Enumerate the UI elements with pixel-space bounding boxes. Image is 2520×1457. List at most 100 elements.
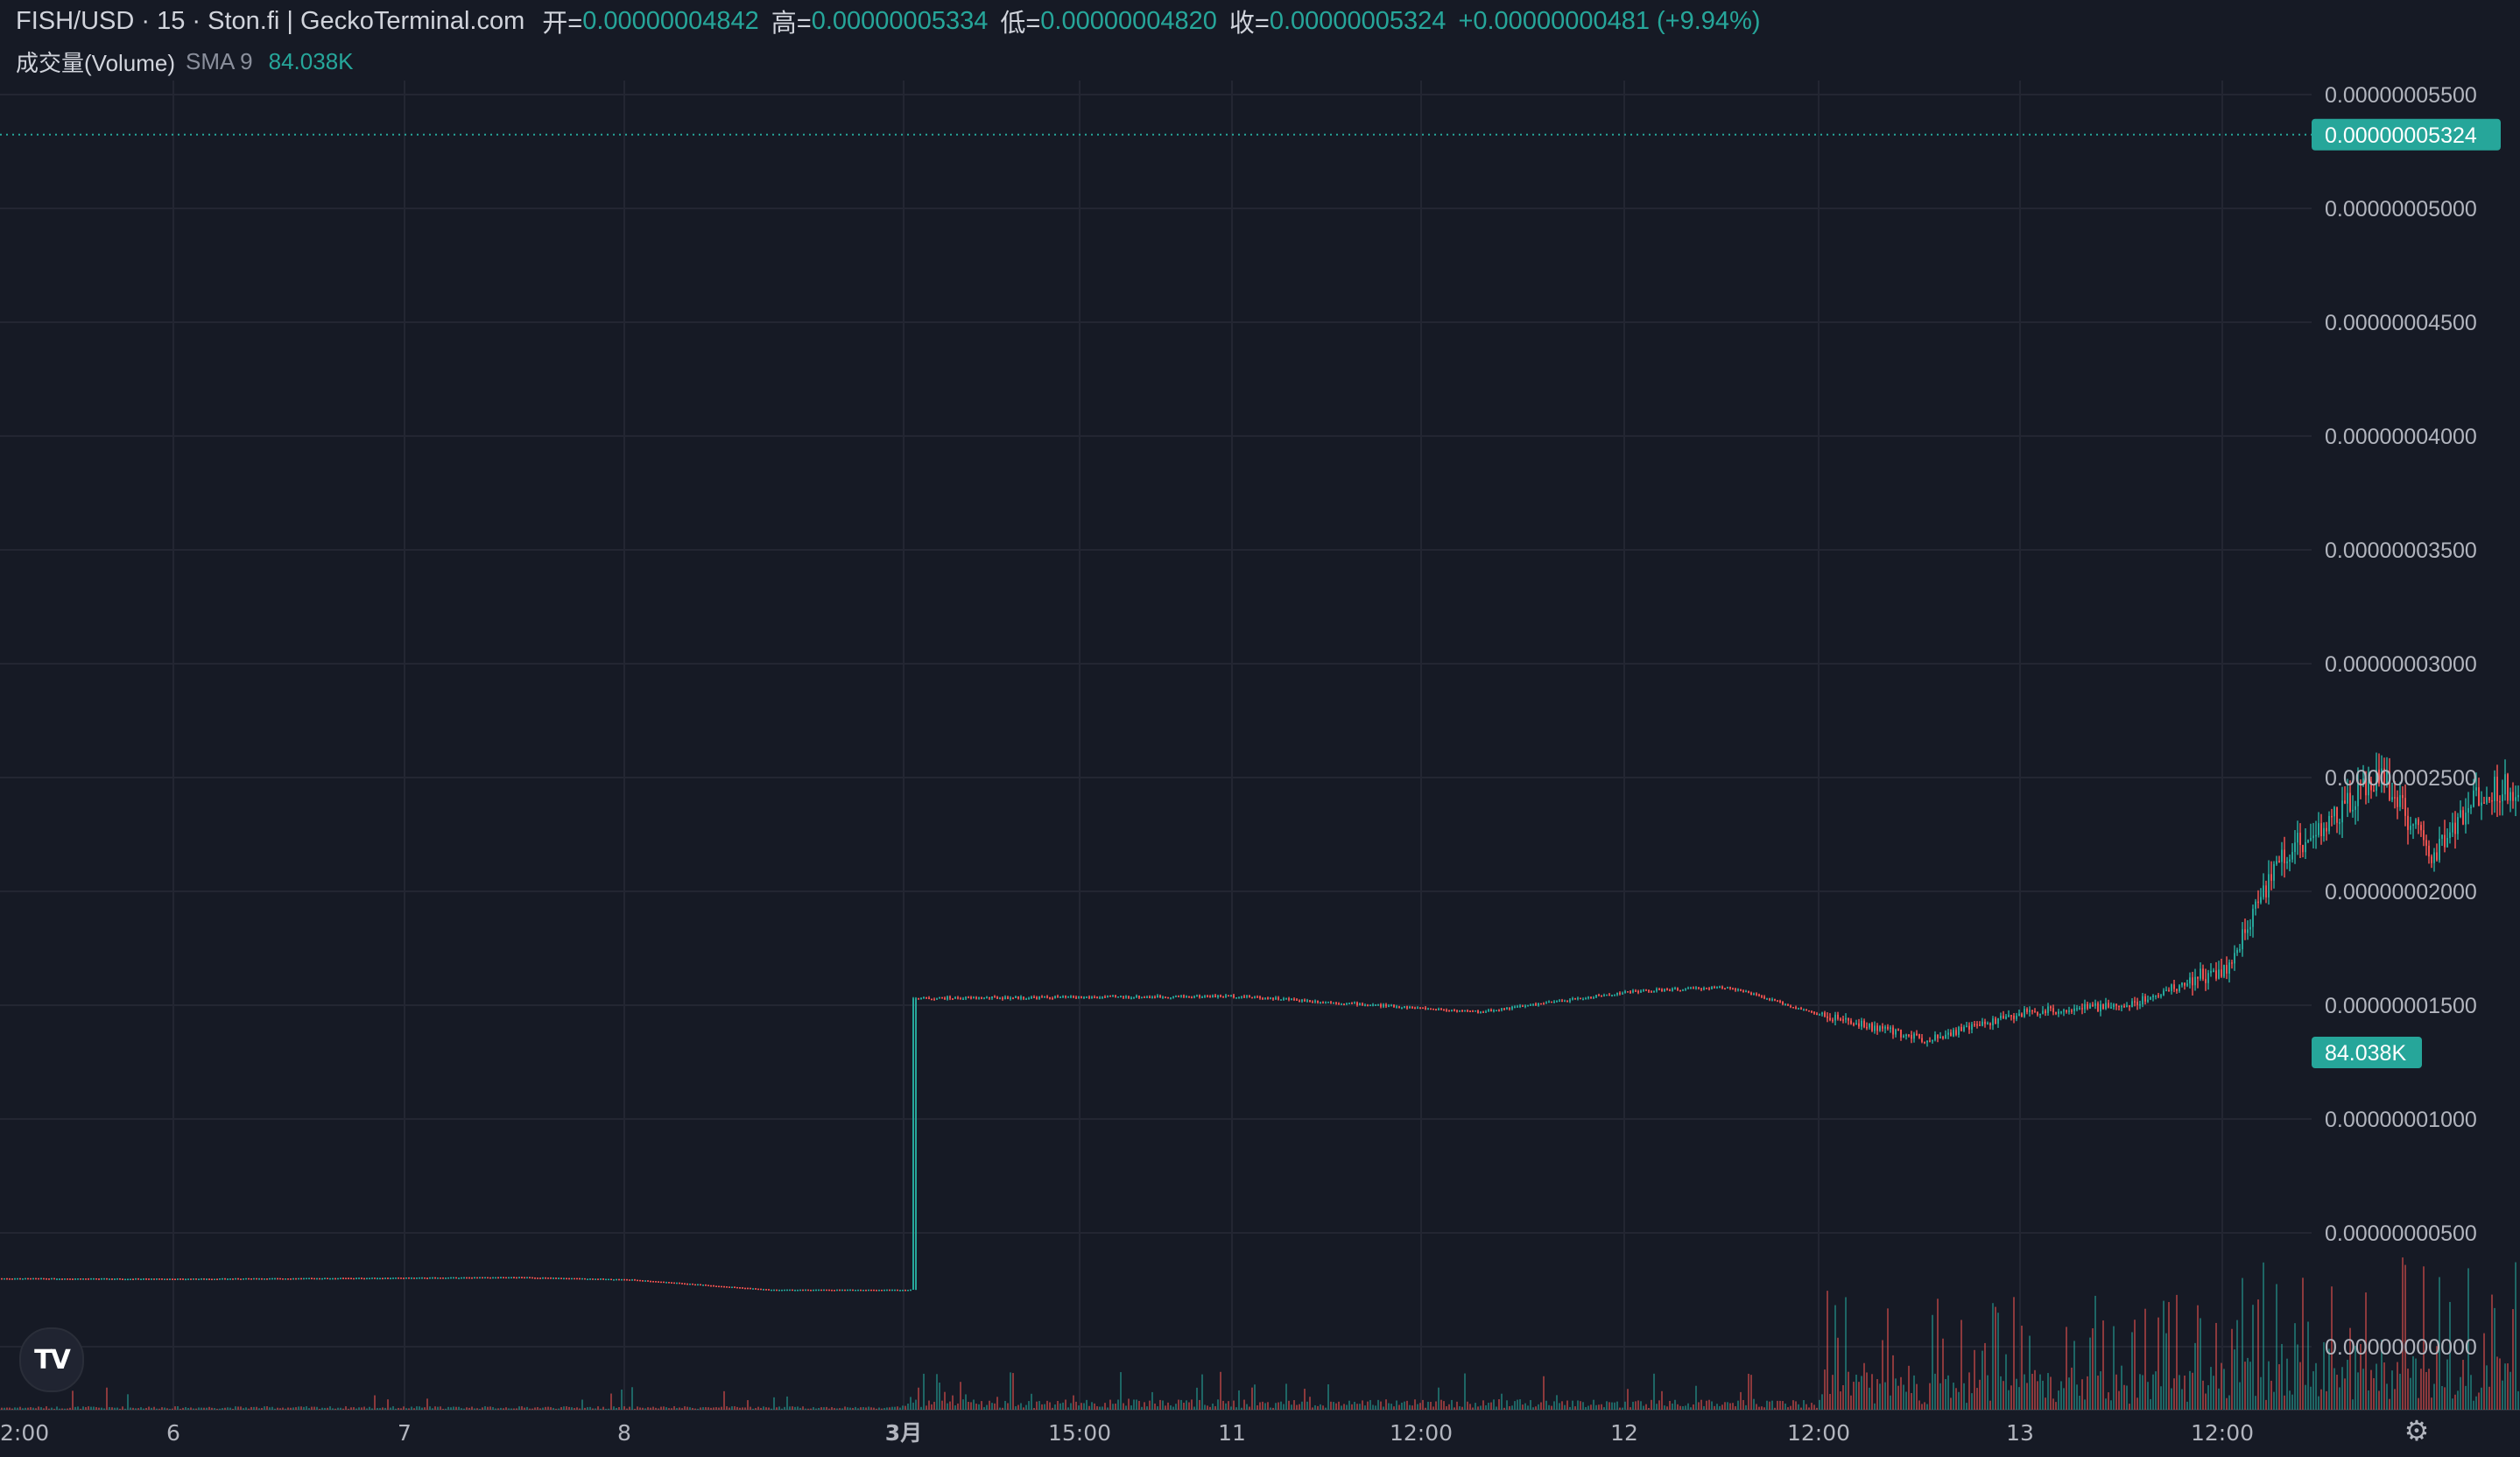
volume-bar bbox=[1280, 1401, 1282, 1410]
symbol-legend[interactable]: FISH/USD · 15 · Ston.fi | GeckoTerminal.… bbox=[16, 4, 1773, 39]
candle-body bbox=[1162, 996, 1164, 999]
candle-body bbox=[1230, 995, 1232, 997]
candle-body bbox=[337, 1278, 339, 1280]
candle-body bbox=[222, 1278, 223, 1280]
volume-bar bbox=[1855, 1374, 1857, 1410]
volume-bar bbox=[101, 1407, 102, 1410]
volume-bar bbox=[545, 1406, 546, 1410]
volume-bar bbox=[1425, 1407, 1426, 1410]
volume-bar bbox=[269, 1407, 271, 1410]
volume-bar bbox=[1196, 1387, 1198, 1410]
candle-body bbox=[106, 1278, 108, 1280]
candle-body bbox=[1283, 998, 1285, 1000]
volume-bar bbox=[1950, 1397, 1952, 1410]
candle-body bbox=[1002, 997, 1003, 1000]
price-axis[interactable]: 0.000000055000.000000050000.000000045000… bbox=[2325, 83, 2477, 1360]
candle-body bbox=[198, 1278, 200, 1280]
candle-body bbox=[1146, 996, 1148, 998]
volume-bar bbox=[868, 1406, 869, 1410]
volume-bar bbox=[487, 1406, 489, 1410]
candle-body bbox=[151, 1278, 152, 1280]
candle-body bbox=[1916, 1033, 1918, 1036]
volume-bar bbox=[19, 1406, 21, 1410]
volume-bar bbox=[1204, 1404, 1206, 1410]
volume-bar bbox=[1262, 1401, 1264, 1410]
volume-bar bbox=[521, 1406, 523, 1410]
candle-body bbox=[994, 996, 996, 998]
candle-body bbox=[2200, 968, 2201, 979]
volume-bar bbox=[2089, 1337, 2091, 1410]
volume-legend[interactable]: 成交量(Volume) SMA 9 84.038K bbox=[16, 44, 354, 79]
candle-body bbox=[1540, 1003, 1542, 1005]
volume-bar bbox=[2000, 1376, 2002, 1410]
candle-body bbox=[1133, 997, 1135, 999]
candle-body bbox=[2118, 1005, 2120, 1008]
candle-body bbox=[865, 1290, 867, 1292]
candle-body bbox=[1816, 1013, 1818, 1016]
candle-body bbox=[1214, 995, 1216, 997]
volume-bar bbox=[2307, 1321, 2309, 1410]
candle-body bbox=[2297, 833, 2298, 843]
candle-body bbox=[1120, 996, 1122, 998]
volume-bar bbox=[182, 1407, 184, 1410]
volume-bar bbox=[190, 1407, 192, 1410]
volume-bar bbox=[2147, 1382, 2149, 1410]
volume-bar bbox=[2265, 1399, 2267, 1410]
volume-bar bbox=[1703, 1405, 1705, 1410]
volume-bar bbox=[1427, 1401, 1429, 1410]
candle-body bbox=[1057, 996, 1059, 998]
volume-bar bbox=[53, 1408, 55, 1410]
candle-body bbox=[453, 1277, 454, 1279]
volume-bar bbox=[2318, 1396, 2319, 1410]
candle-body bbox=[1141, 996, 1143, 999]
candle-body bbox=[2397, 797, 2398, 807]
volume-bar bbox=[765, 1407, 767, 1410]
tradingview-logo-icon[interactable]: TV bbox=[19, 1327, 84, 1392]
candle-body bbox=[2215, 970, 2217, 979]
candle-body bbox=[61, 1278, 63, 1280]
candle-body bbox=[2186, 983, 2188, 986]
candle-body bbox=[1372, 1004, 1374, 1006]
volume-bar bbox=[1989, 1400, 1991, 1410]
volume-bar bbox=[1091, 1402, 1093, 1410]
volume-bar bbox=[849, 1407, 851, 1410]
candle-body bbox=[350, 1278, 352, 1280]
volume-bar bbox=[689, 1407, 691, 1410]
candle-body bbox=[923, 996, 925, 999]
volume-bar bbox=[1028, 1401, 1030, 1410]
volume-bar bbox=[1545, 1400, 1547, 1410]
candle-body bbox=[2410, 825, 2411, 830]
candle-body bbox=[382, 1278, 384, 1280]
volume-bar bbox=[897, 1406, 898, 1410]
candle-body bbox=[474, 1277, 475, 1279]
volume-bar bbox=[1643, 1405, 1644, 1410]
volume-bar bbox=[2126, 1385, 2128, 1410]
candle-body bbox=[891, 1289, 893, 1292]
candle-body bbox=[2381, 768, 2383, 784]
volume-bar bbox=[484, 1406, 486, 1410]
volume-bar bbox=[282, 1407, 284, 1410]
candle-body bbox=[776, 1289, 778, 1292]
candle-body bbox=[889, 1289, 890, 1292]
volume-bar bbox=[2328, 1348, 2330, 1410]
candle-body bbox=[1811, 1010, 1813, 1013]
candle-body bbox=[1217, 995, 1219, 997]
candle-body bbox=[710, 1285, 712, 1287]
time-axis[interactable]: 2:00 6 7 8 3月 15:00 11 12:00 12 12:00 13 12:00 bbox=[0, 1420, 2254, 1446]
candle-body bbox=[1530, 1004, 1531, 1006]
candle-body bbox=[755, 1288, 757, 1290]
volume-bar bbox=[177, 1406, 179, 1410]
candle-body bbox=[40, 1278, 42, 1280]
volume-bar bbox=[1180, 1399, 1182, 1410]
candle-body bbox=[1259, 996, 1261, 998]
volume-bar bbox=[1369, 1399, 1371, 1410]
candle-body bbox=[164, 1278, 165, 1280]
gear-icon[interactable]: ⚙ bbox=[2404, 1415, 2430, 1446]
volume-bar bbox=[421, 1407, 423, 1410]
volume-bar bbox=[2383, 1362, 2385, 1410]
volume-bar bbox=[905, 1405, 906, 1410]
candle-body bbox=[855, 1290, 856, 1292]
volume-bar bbox=[2218, 1388, 2220, 1410]
volume-bar bbox=[2365, 1292, 2367, 1410]
